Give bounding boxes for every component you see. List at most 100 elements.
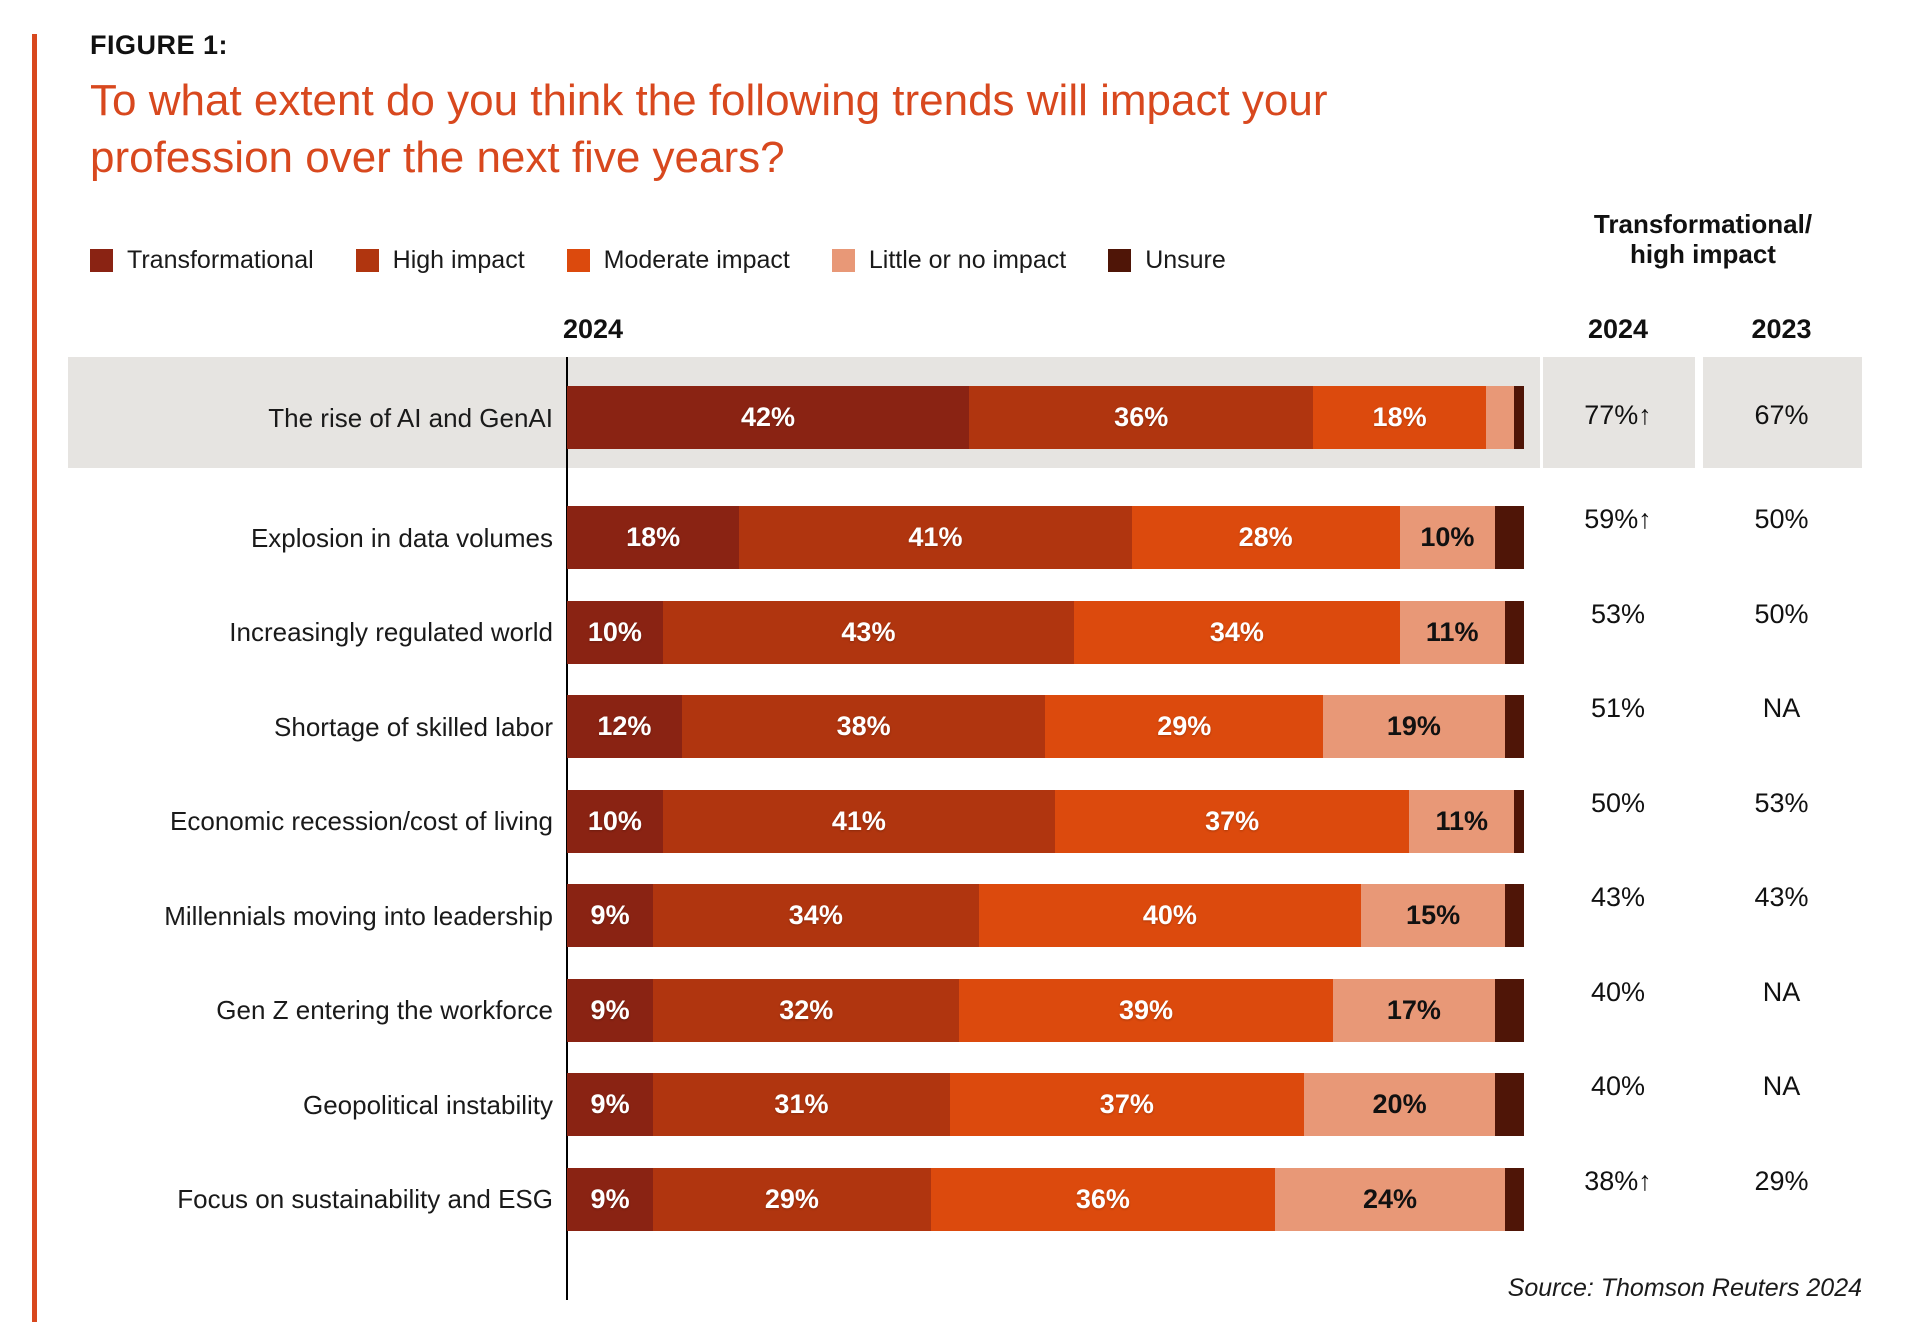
row-label: Millennials moving into leadership xyxy=(164,900,553,931)
legend-item-label: Transformational xyxy=(127,246,314,274)
figure-eyebrow: FIGURE 1: xyxy=(90,30,229,60)
segment-value-label: 10% xyxy=(1420,522,1475,552)
bar-segment: 36% xyxy=(968,386,1314,449)
bar-segment: 41% xyxy=(739,506,1132,569)
segment-value-label: 36% xyxy=(1075,1183,1130,1214)
segment-value-label: 42% xyxy=(740,402,795,432)
bar-segment: 32% xyxy=(653,978,960,1042)
stacked-bar: 10% 43% 34% 11% xyxy=(567,600,1524,664)
summary-value-2024: 77%↑ xyxy=(1584,400,1652,430)
segment-value-label: 41% xyxy=(908,522,963,552)
bar-segment: 10% xyxy=(567,789,663,853)
bar-segment: 17% xyxy=(1332,978,1496,1042)
summary-value-2023: NA xyxy=(1762,1071,1801,1101)
figure-title: To what extent do you think the followin… xyxy=(90,76,1328,182)
segment-value-label: 10% xyxy=(587,616,642,647)
segment-value-label: 29% xyxy=(764,1183,819,1214)
stacked-bar: 12% 38% 29% 19% xyxy=(567,695,1524,758)
segment-value-label: 11% xyxy=(1435,805,1489,836)
highlight-box-2024 xyxy=(1543,357,1695,468)
segment-value-label: 37% xyxy=(1205,805,1260,836)
bar-segment: 38% xyxy=(681,695,1046,758)
legend-item-label: High impact xyxy=(392,246,525,274)
legend-swatch-icon xyxy=(831,249,855,272)
segment-value-label: 24% xyxy=(1362,1183,1418,1214)
row-label: Increasingly regulated world xyxy=(229,617,553,647)
bar-segment xyxy=(1504,884,1524,947)
segment-value-label: 9% xyxy=(590,1089,630,1119)
segment-value-label: 9% xyxy=(590,1183,630,1214)
bar-segment: 39% xyxy=(959,978,1333,1042)
segment-value-label: 11% xyxy=(1425,616,1479,647)
summary-value-2023: 43% xyxy=(1754,882,1809,912)
summary-value-2024: 40% xyxy=(1590,1071,1646,1101)
bar-segment: 42% xyxy=(567,386,969,449)
segment-value-label: 31% xyxy=(774,1089,829,1119)
stacked-bar: 42% 36% 18% xyxy=(567,386,1524,449)
segment-value-label: 29% xyxy=(1157,711,1212,741)
accent-line xyxy=(32,34,37,1322)
bar-segment: 18% xyxy=(567,506,740,569)
summary-header: Transformational/ high impact xyxy=(1543,209,1863,269)
segment-value-label: 34% xyxy=(1209,616,1264,647)
segment-value-label: 32% xyxy=(779,994,834,1025)
bar-segment: 10% xyxy=(567,600,663,664)
summary-value-2024: 53% xyxy=(1590,598,1646,629)
bar-segment xyxy=(1495,506,1524,569)
summary-value-2024: 50% xyxy=(1590,787,1646,818)
stacked-bar: 9% 29% 36% 24% xyxy=(567,1167,1524,1231)
highlight-box-2023 xyxy=(1703,357,1862,468)
bar-segment: 10% xyxy=(1399,506,1496,569)
bar-segment xyxy=(1504,1167,1524,1231)
legend-item-label: Little or no impact xyxy=(868,246,1067,274)
bar-segment: 9% xyxy=(567,1073,654,1136)
segment-value-label: 9% xyxy=(590,900,630,930)
chart-year-label: 2024 xyxy=(563,314,624,344)
summary-header-line1: Transformational/ xyxy=(1593,209,1813,239)
legend-item: High impact xyxy=(355,246,525,275)
segment-value-label: 34% xyxy=(788,900,843,930)
summary-col-header-2023: 2023 xyxy=(1751,314,1812,344)
bar-segment xyxy=(1485,386,1515,449)
bar-segment xyxy=(1504,695,1524,758)
summary-value-2024: 59%↑ xyxy=(1584,504,1652,534)
segment-value-label: 9% xyxy=(590,994,630,1025)
summary-value-2024: 40% xyxy=(1590,976,1646,1007)
bar-segment: 12% xyxy=(567,695,682,758)
bar-segment: 18% xyxy=(1313,386,1486,449)
bar-segment: 20% xyxy=(1303,1073,1496,1136)
stacked-bar: 9% 32% 39% 17% xyxy=(567,978,1524,1042)
legend-swatch-icon xyxy=(1108,249,1132,272)
summary-value-2024: 38%↑ xyxy=(1584,1165,1652,1196)
bar-segment: 34% xyxy=(1074,600,1400,664)
segment-value-label: 39% xyxy=(1118,994,1173,1025)
legend-item-label: Unsure xyxy=(1145,246,1226,274)
row-label: Focus on sustainability and ESG xyxy=(177,1184,553,1214)
legend-item-label: Moderate impact xyxy=(603,246,790,274)
legend-item: Transformational xyxy=(90,246,314,275)
segment-value-label: 10% xyxy=(587,805,642,836)
summary-value-2023: NA xyxy=(1762,693,1801,723)
source-note: Source: Thomson Reuters 2024 xyxy=(1507,1274,1862,1302)
bar-segment: 31% xyxy=(653,1073,950,1136)
row-label: Gen Z entering the workforce xyxy=(216,995,553,1025)
legend-swatch-icon xyxy=(566,249,590,272)
bar-segment xyxy=(1514,789,1524,853)
stacked-bar: 9% 31% 37% 20% xyxy=(567,1073,1524,1136)
row-label: Shortage of skilled labor xyxy=(274,711,553,742)
bar-segment: 36% xyxy=(930,1167,1276,1231)
segment-value-label: 15% xyxy=(1406,900,1461,930)
segment-value-label: 40% xyxy=(1142,900,1197,930)
bar-segment: 11% xyxy=(1409,789,1515,853)
row-label: Economic recession/cost of living xyxy=(170,806,553,836)
legend-item: Unsure xyxy=(1108,246,1226,275)
bar-segment: 37% xyxy=(1055,789,1410,853)
stacked-bar: 9% 34% 40% 15% xyxy=(567,884,1524,947)
segment-value-label: 20% xyxy=(1372,1089,1427,1119)
summary-value-2023: NA xyxy=(1762,976,1801,1007)
stacked-bar: 18% 41% 28% 10% xyxy=(567,506,1524,569)
legend: Transformational High impact Moderate im… xyxy=(90,246,1226,275)
bar-segment: 24% xyxy=(1275,1167,1505,1231)
legend-swatch-icon xyxy=(355,249,379,272)
